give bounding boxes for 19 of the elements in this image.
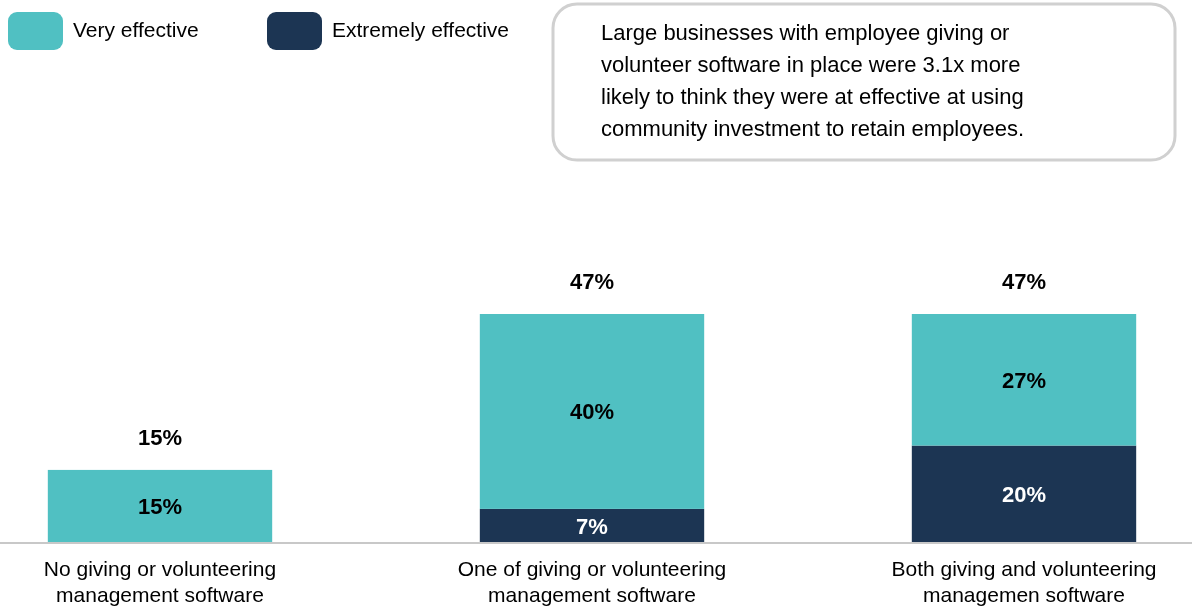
x-tick-label: No giving or volunteering management software xyxy=(43,557,277,606)
total-label: 15% xyxy=(137,424,183,450)
x-tick-label: Both giving and volunteering managemen software xyxy=(891,557,1157,606)
x-tick-label: One of giving or volunteering management software xyxy=(457,557,727,606)
data-label: 15% xyxy=(137,494,183,520)
bar xyxy=(479,508,705,543)
total-label: 47% xyxy=(569,269,615,294)
legend-label: Extremely effective xyxy=(332,18,510,41)
bar xyxy=(479,314,705,509)
data-label: 40% xyxy=(569,399,615,425)
text: Large businesses with employee giving or volunteer software in place were 3.1x more likely to think they were at effective at using community investment to retain employees. xyxy=(601,20,1025,141)
data-label: 27% xyxy=(1001,367,1047,393)
bar xyxy=(47,469,273,543)
data-label: 20% xyxy=(1001,482,1047,508)
bar xyxy=(911,314,1137,446)
data-label: 7% xyxy=(576,513,608,539)
total-label: 47% xyxy=(1001,269,1047,294)
legend-label: Very effective xyxy=(73,18,199,41)
bar xyxy=(911,445,1137,543)
